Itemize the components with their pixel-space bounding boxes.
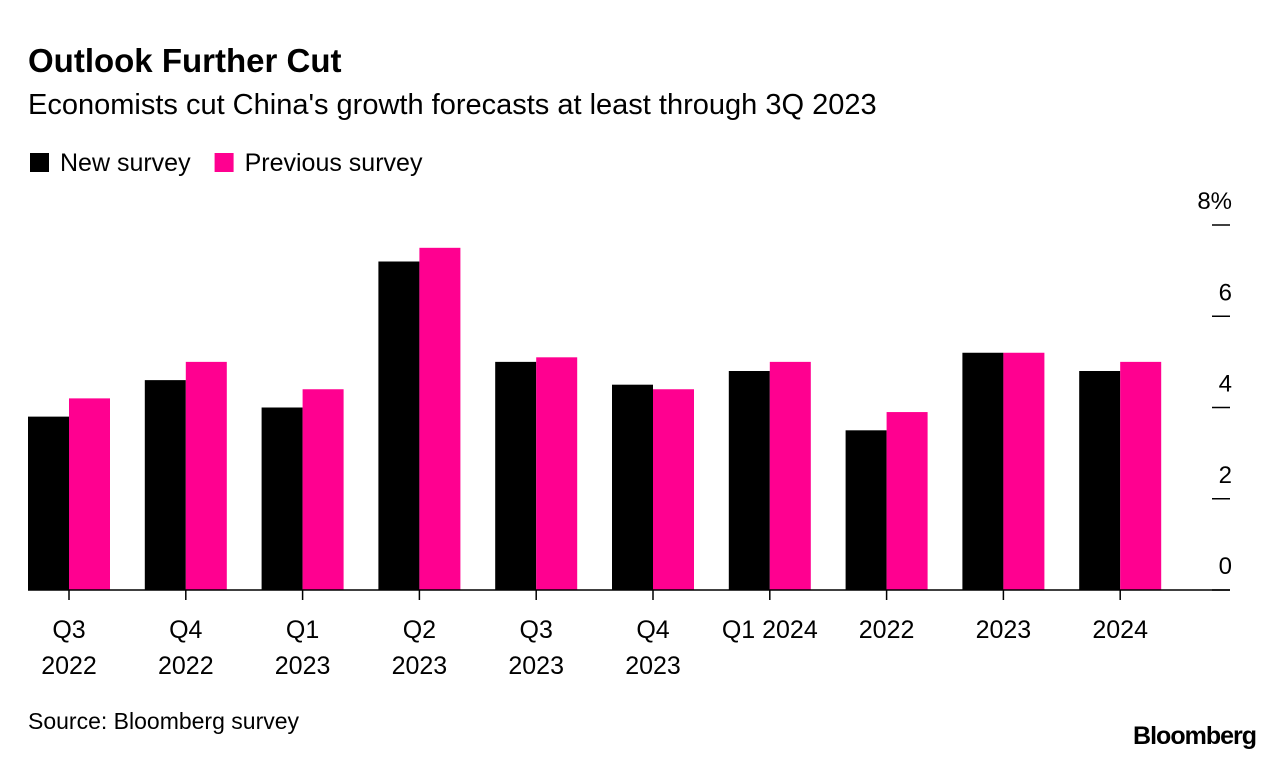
legend-swatch xyxy=(214,153,234,172)
bar xyxy=(1079,371,1121,590)
bar xyxy=(962,352,1004,590)
bar xyxy=(886,412,928,590)
bar xyxy=(378,261,420,590)
x-tick-label: Q3 xyxy=(52,616,85,644)
bar xyxy=(495,361,537,590)
bar xyxy=(845,430,887,590)
y-tick-label: 8% xyxy=(1197,188,1232,215)
y-tick-label: 6 xyxy=(1219,279,1232,306)
legend-label: New survey xyxy=(60,149,191,177)
x-tick-label: Q1 2024 xyxy=(722,616,818,644)
x-tick-label: Q3 xyxy=(520,616,553,644)
source: Source: Bloomberg survey xyxy=(28,708,300,734)
chart-subtitle: Economists cut China's growth forecasts … xyxy=(28,89,877,121)
x-tick-label: 2022 xyxy=(41,652,97,680)
x-tick-label: 2024 xyxy=(1092,616,1148,644)
bar xyxy=(769,361,811,590)
x-tick-label: 2023 xyxy=(508,652,564,680)
y-tick-label: 4 xyxy=(1219,371,1232,398)
y-tick-label: 2 xyxy=(1219,462,1232,489)
x-tick-label: Q2 xyxy=(403,616,436,644)
bar xyxy=(28,416,69,590)
x-tick-label: 2023 xyxy=(275,652,331,680)
y-tick-label: 0 xyxy=(1219,553,1232,580)
bar xyxy=(144,380,186,590)
bar xyxy=(1003,352,1045,590)
bar xyxy=(185,361,227,590)
logo: Bloomberg xyxy=(1133,722,1256,750)
x-tick-label: 2023 xyxy=(625,652,681,680)
x-tick-label: 2022 xyxy=(158,652,214,680)
x-tick-label: 2022 xyxy=(859,616,915,644)
x-tick-label: Q4 xyxy=(169,616,202,644)
bar xyxy=(69,398,110,590)
x-tick-label: Q4 xyxy=(636,616,669,644)
x-tick-label: 2023 xyxy=(392,652,448,680)
bar xyxy=(536,357,578,590)
x-tick-label: 2023 xyxy=(976,616,1032,644)
bar xyxy=(261,407,303,590)
legend-swatch xyxy=(30,153,49,172)
bar xyxy=(728,371,770,590)
bar xyxy=(612,384,653,590)
bar xyxy=(302,389,344,590)
bar xyxy=(653,389,694,590)
bar xyxy=(1120,361,1162,590)
bar xyxy=(419,247,461,590)
x-tick-label: Q1 xyxy=(286,616,319,644)
legend-label: Previous survey xyxy=(245,149,423,177)
chart-title: Outlook Further Cut xyxy=(28,42,341,79)
